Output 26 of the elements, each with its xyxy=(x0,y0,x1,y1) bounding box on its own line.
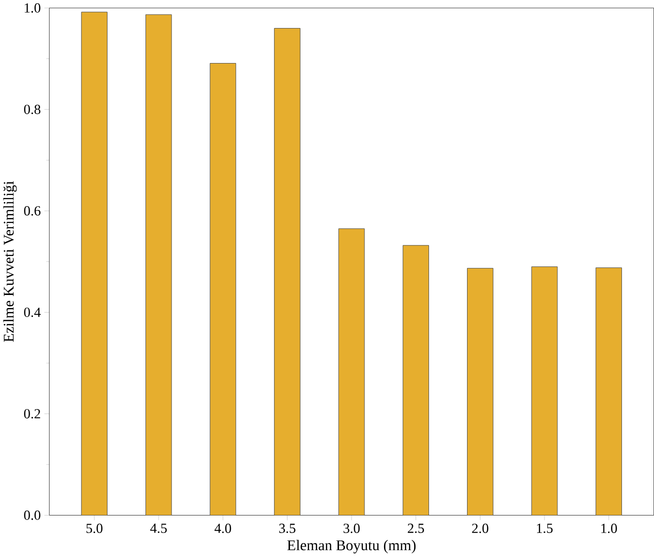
x-tick-label: 5.0 xyxy=(86,524,102,534)
bar xyxy=(402,245,430,516)
x-tick-label: 3.5 xyxy=(279,524,296,534)
x-axis-title: Eleman Boyutu (mm) xyxy=(287,540,416,554)
x-tick-label: 1.0 xyxy=(601,524,617,534)
bar xyxy=(467,268,494,516)
x-tick-label: 3.0 xyxy=(344,524,360,534)
x-tick-label: 2.0 xyxy=(472,524,488,534)
y-tick-label: 0.2 xyxy=(24,409,40,419)
y-tick-label: 0.6 xyxy=(24,206,40,216)
x-tick-label: 2.5 xyxy=(408,524,424,534)
bar xyxy=(596,268,622,516)
y-axis-title: Ezilme Kuvveti Verimliliği xyxy=(3,181,17,342)
y-tick-label: 1.0 xyxy=(24,3,40,13)
x-tick-label: 4.0 xyxy=(214,524,232,534)
x-tick-label: 1.5 xyxy=(537,524,553,534)
x-tick-label: 4.5 xyxy=(150,524,167,534)
bar xyxy=(81,12,108,516)
bar xyxy=(338,228,365,516)
y-tick-label: 0.4 xyxy=(24,308,41,318)
bar xyxy=(210,63,236,516)
bar xyxy=(145,14,172,516)
y-tick-label: 0.0 xyxy=(24,510,40,520)
bar xyxy=(274,28,300,516)
bar xyxy=(531,266,558,516)
y-tick-label: 0.8 xyxy=(24,104,40,114)
